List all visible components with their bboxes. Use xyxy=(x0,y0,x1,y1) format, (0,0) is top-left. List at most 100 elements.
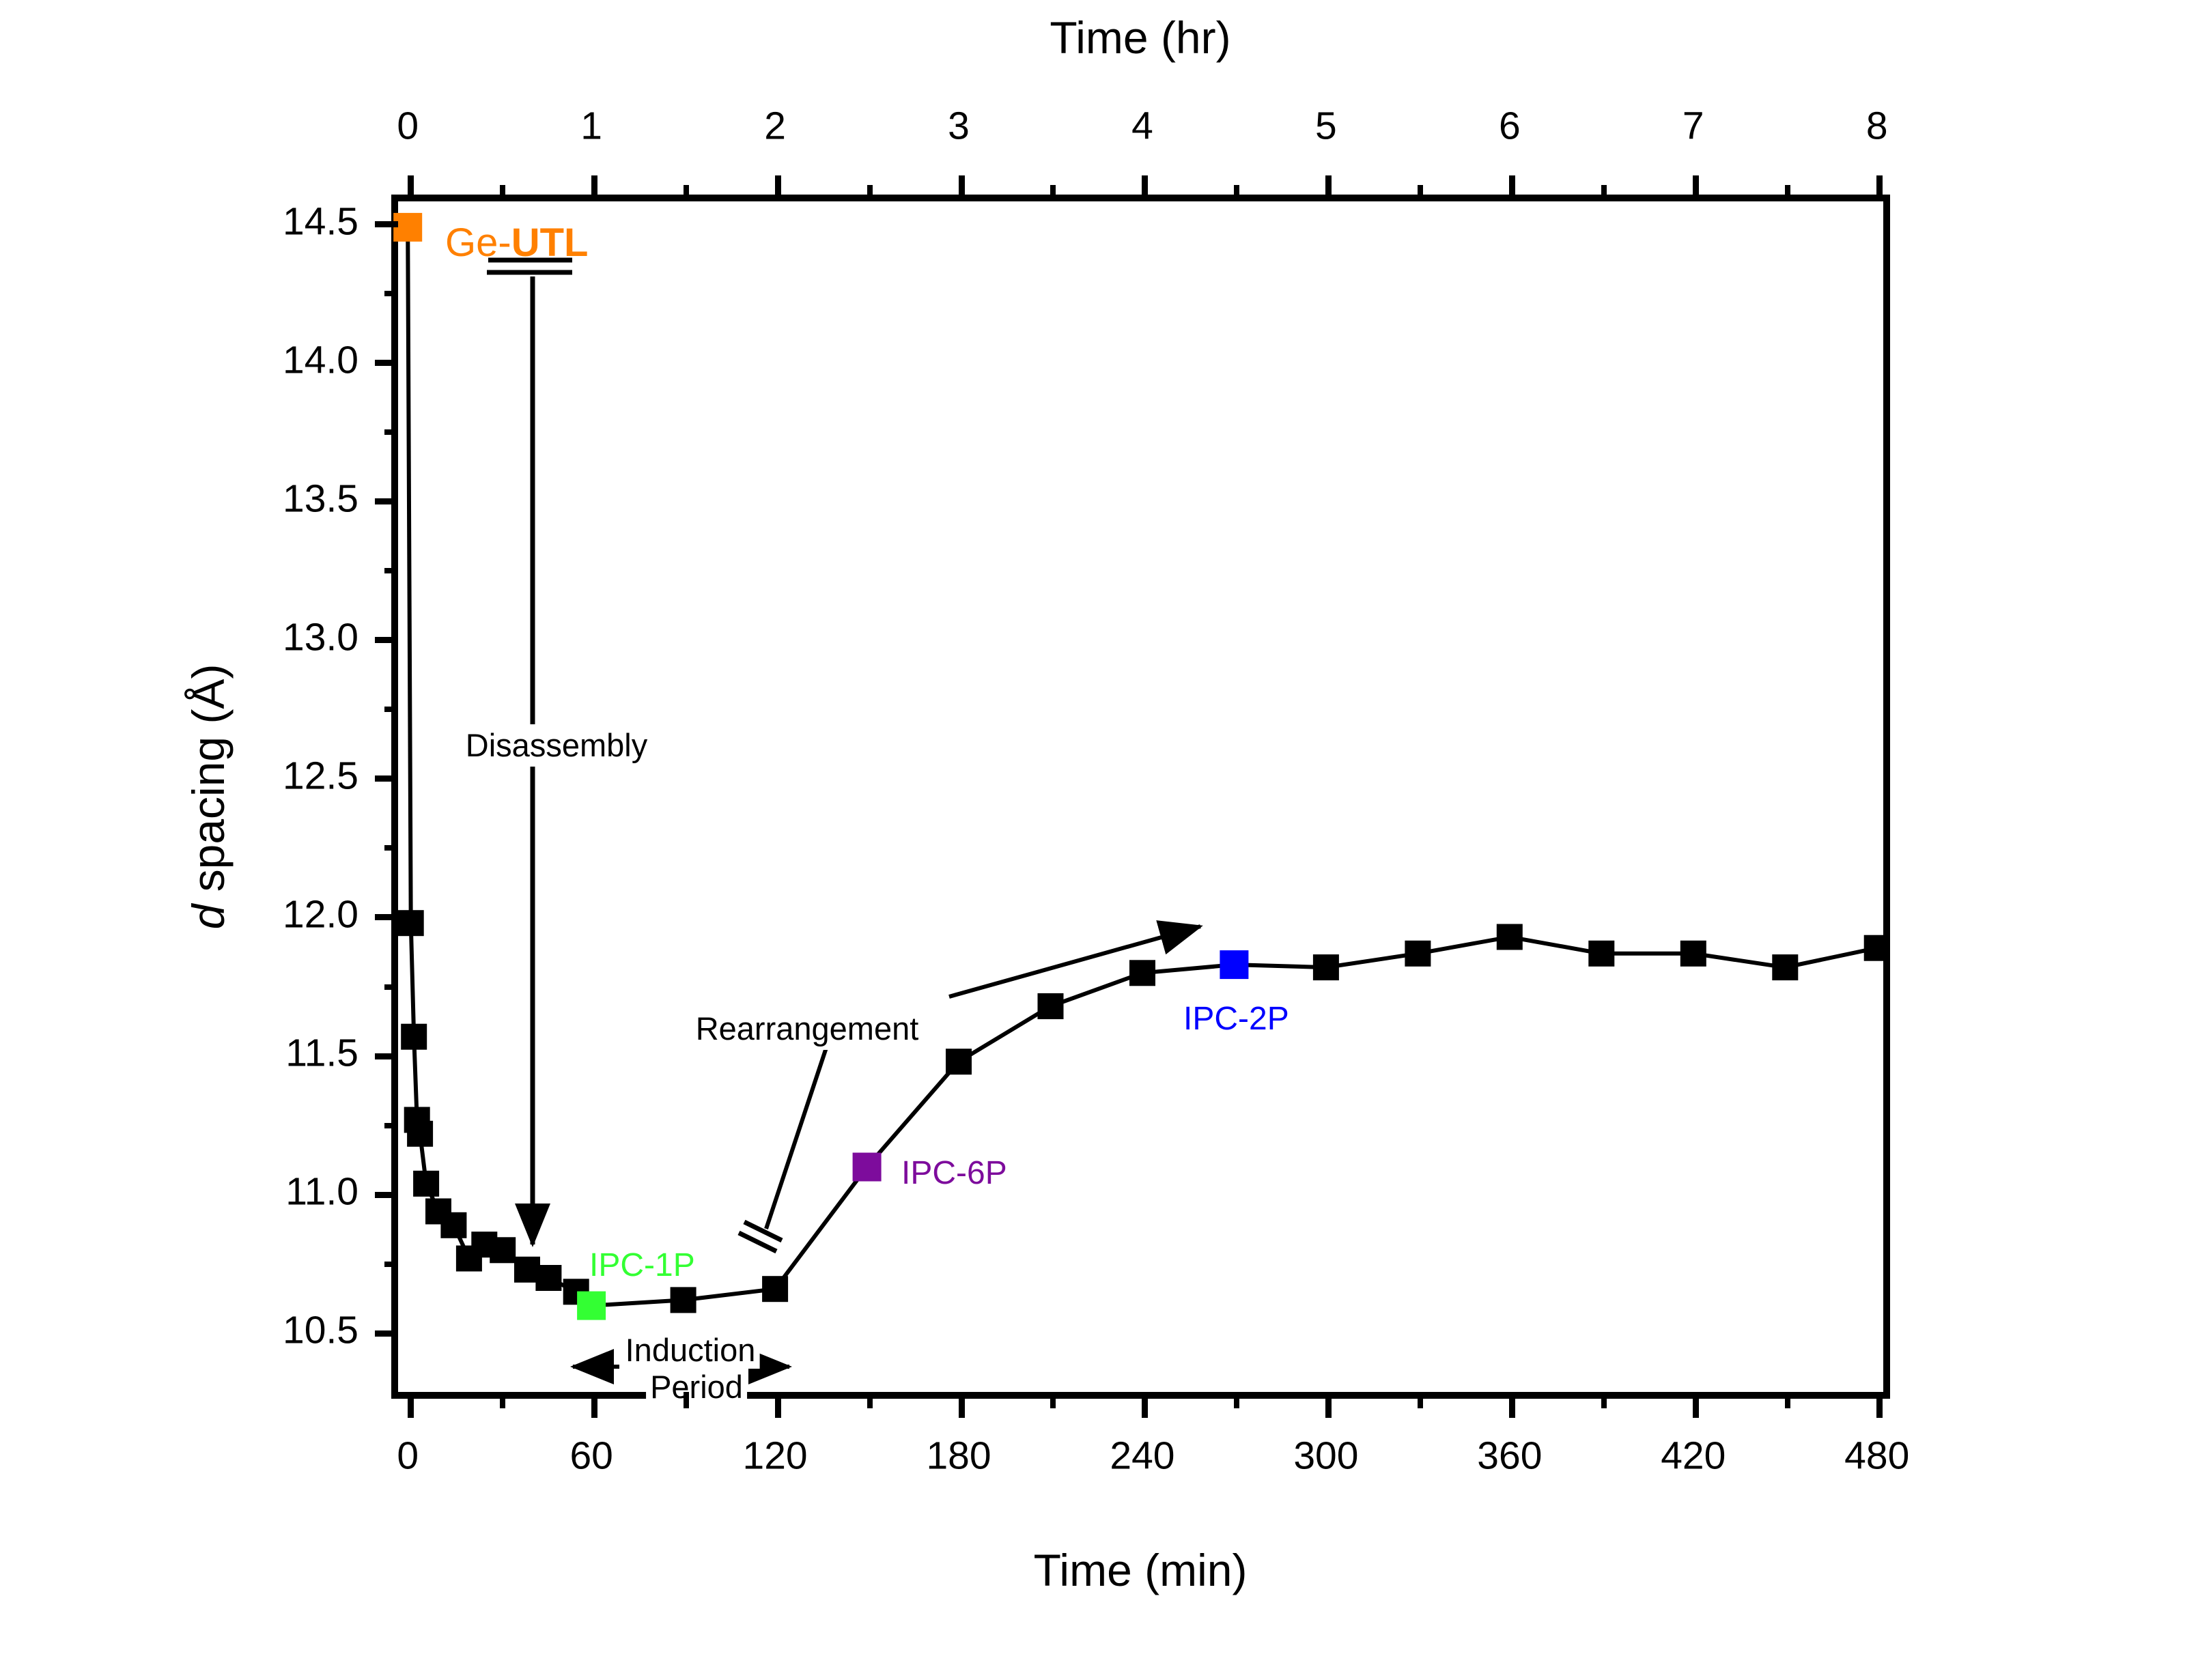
x-axis-minor-tick xyxy=(683,1392,689,1408)
top-axis-major-tick xyxy=(1142,175,1149,201)
y-axis-minor-tick xyxy=(384,291,398,297)
top-axis-major-tick xyxy=(1325,175,1332,201)
ge-utl-label-bold: UTL xyxy=(511,220,589,265)
y-axis-major-tick xyxy=(375,360,398,367)
x-axis-minor-tick xyxy=(1418,1392,1424,1408)
rearrangement-arrow xyxy=(948,920,1203,999)
y-axis-minor-tick xyxy=(384,984,398,990)
top-axis-major-tick xyxy=(774,175,781,201)
bottom-axis-title: Time (min) xyxy=(1033,1545,1248,1595)
y-axis-major-tick xyxy=(375,914,398,921)
x-axis-tick-label: 60 xyxy=(569,1434,613,1478)
top-axis-minor-tick xyxy=(683,185,689,201)
disassembly-label: Disassembly xyxy=(458,724,655,767)
y-axis-tick-label: 14.0 xyxy=(283,338,358,382)
x-axis-major-tick xyxy=(1509,1392,1516,1418)
x-axis-major-tick xyxy=(1325,1392,1332,1418)
y-axis-minor-tick xyxy=(384,1261,398,1267)
x-axis-minor-tick xyxy=(1050,1392,1056,1408)
marked-data-point xyxy=(577,1291,606,1320)
x-axis-tick-label: 300 xyxy=(1293,1434,1359,1478)
y-axis-tick-label: 13.5 xyxy=(283,476,358,521)
x-axis-tick-label: 120 xyxy=(742,1434,808,1478)
x-axis-minor-tick xyxy=(1601,1392,1607,1408)
data-point xyxy=(1405,940,1431,967)
top-axis-minor-tick xyxy=(1418,185,1424,201)
data-point xyxy=(401,1023,427,1050)
top-axis-tick-label: 3 xyxy=(948,104,970,148)
data-point xyxy=(1588,940,1615,967)
y-axis-tick-label: 14.5 xyxy=(283,199,358,244)
top-axis-tick-label: 8 xyxy=(1866,104,1888,148)
y-axis-major-tick xyxy=(375,775,398,782)
x-axis-major-tick xyxy=(1693,1392,1700,1418)
top-axis-tick-label: 1 xyxy=(580,104,602,148)
y-axis-tick-label: 10.5 xyxy=(283,1308,358,1352)
rearrangement-leader-line xyxy=(764,1047,828,1229)
y-axis-major-tick xyxy=(375,221,398,228)
x-axis-major-tick xyxy=(407,1392,414,1418)
top-axis-tick-label: 7 xyxy=(1682,104,1704,148)
y-axis-major-tick xyxy=(375,1053,398,1059)
marked-data-point xyxy=(1220,950,1249,980)
left-axis-title-rest: spacing (Å) xyxy=(183,664,234,905)
period-label: Period xyxy=(646,1368,747,1406)
top-axis-title: Time (hr) xyxy=(1050,12,1231,63)
x-axis-tick-label: 0 xyxy=(397,1434,419,1478)
data-point xyxy=(1680,940,1706,967)
y-axis-major-tick xyxy=(375,498,398,505)
top-axis-tick-label: 2 xyxy=(764,104,786,148)
x-axis-major-tick xyxy=(774,1392,781,1418)
ge-utl-label-prefix: Ge- xyxy=(445,220,511,265)
top-axis-tick-label: 6 xyxy=(1498,104,1521,148)
ipc-2p-label: IPC-2P xyxy=(1183,1001,1289,1037)
data-point xyxy=(397,910,424,937)
rearrangement-label: Rearrangement xyxy=(688,1007,926,1051)
x-axis-minor-tick xyxy=(499,1392,505,1408)
y-axis-minor-tick xyxy=(384,1122,398,1128)
data-point xyxy=(535,1265,562,1291)
top-axis-minor-tick xyxy=(499,185,505,201)
y-axis-tick-label: 12.0 xyxy=(283,892,358,937)
data-point xyxy=(490,1237,516,1264)
x-axis-major-tick xyxy=(958,1392,965,1418)
y-axis-minor-tick xyxy=(384,707,398,713)
top-axis-major-tick xyxy=(1876,175,1883,201)
x-axis-tick-label: 180 xyxy=(926,1434,991,1478)
x-axis-minor-tick xyxy=(1234,1392,1240,1408)
x-axis-major-tick xyxy=(591,1392,597,1418)
data-point xyxy=(1863,935,1890,961)
top-axis-major-tick xyxy=(958,175,965,201)
top-axis-major-tick xyxy=(1509,175,1516,201)
data-point xyxy=(1772,954,1799,981)
x-axis-tick-label: 420 xyxy=(1661,1434,1726,1478)
y-axis-minor-tick xyxy=(384,845,398,851)
left-axis-title: d spacing (Å) xyxy=(183,664,234,930)
top-axis-minor-tick xyxy=(867,185,873,201)
top-axis-minor-tick xyxy=(1234,185,1240,201)
left-axis-title-italic-d: d xyxy=(183,904,234,930)
top-axis-tick-label: 0 xyxy=(397,104,419,148)
top-axis-major-tick xyxy=(591,175,597,201)
chart-canvas xyxy=(393,212,1890,1384)
top-axis-tick-label: 5 xyxy=(1315,104,1337,148)
data-point xyxy=(407,1120,434,1147)
y-axis-major-tick xyxy=(375,1191,398,1198)
ipc-1p-label: IPC-1P xyxy=(589,1247,695,1283)
y-axis-major-tick xyxy=(375,637,398,644)
top-axis-minor-tick xyxy=(1050,185,1056,201)
y-axis-tick-label: 11.5 xyxy=(285,1031,358,1075)
data-point xyxy=(1496,924,1523,950)
axis-break-mark-top xyxy=(487,257,572,275)
leader-break-mark xyxy=(737,1219,783,1254)
data-point xyxy=(1037,993,1064,1019)
y-axis-minor-tick xyxy=(384,429,398,436)
x-axis-minor-tick xyxy=(1785,1392,1791,1408)
plot-area: Ge-UTL Disassembly Rearrangement IPC-1P … xyxy=(283,106,1909,1475)
marked-data-point xyxy=(393,212,423,242)
top-axis-tick-label: 4 xyxy=(1131,104,1153,148)
y-axis-minor-tick xyxy=(384,568,398,574)
top-axis-minor-tick xyxy=(1601,185,1607,201)
x-axis-major-tick xyxy=(1876,1392,1883,1418)
data-point xyxy=(946,1049,972,1075)
